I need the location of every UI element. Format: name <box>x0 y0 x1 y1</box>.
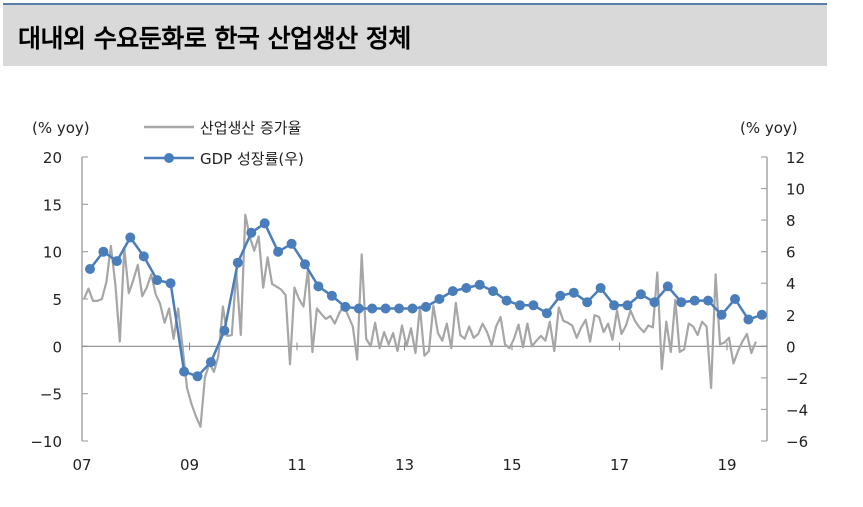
gdp-data-point <box>488 286 499 297</box>
x-axis-tick-label: 07 <box>72 456 91 474</box>
left-axis-tick-label: 10 <box>43 244 62 262</box>
gdp-data-point <box>313 281 324 292</box>
gdp-data-point <box>609 300 620 311</box>
x-axis-tick-label: 19 <box>717 456 736 474</box>
right-axis-tick-label: 0 <box>786 338 796 356</box>
left-axis-tick-label: 5 <box>52 291 62 309</box>
gdp-data-point <box>192 371 203 382</box>
gdp-data-point <box>420 301 431 312</box>
gdp-data-point <box>568 287 579 298</box>
gdp-data-point <box>461 283 472 293</box>
gdp-growth-series <box>85 218 767 382</box>
gdp-data-point <box>85 264 95 274</box>
legend-label-gdp: GDP 성장률(우) <box>200 150 304 168</box>
gdp-data-point <box>662 281 673 292</box>
gdp-data-point <box>138 251 149 262</box>
gdp-data-point <box>756 309 767 320</box>
left-axis-tick-label: 15 <box>43 196 62 214</box>
gdp-data-point <box>259 218 270 229</box>
industrial-production-line <box>82 213 757 428</box>
chart-title-bar: 대내외 수요둔화로 한국 산업생산 정체 <box>3 3 827 66</box>
gdp-data-point <box>689 295 700 306</box>
chart-title: 대내외 수요둔화로 한국 산업생산 정체 <box>18 24 411 53</box>
gdp-data-point <box>125 232 136 243</box>
legend-label-industrial-production: 산업생산 증가율 <box>200 119 301 137</box>
left-axis-tick-label: −10 <box>30 433 62 451</box>
gdp-data-point <box>219 325 230 336</box>
gdp-data-point <box>555 290 566 301</box>
gdp-data-point <box>205 357 216 368</box>
gdp-data-point <box>367 303 378 314</box>
left-axis-tick-label: −5 <box>40 386 62 404</box>
right-axis-tick-label: 10 <box>786 181 805 199</box>
gdp-data-point <box>501 295 512 306</box>
gdp-data-point <box>286 238 297 249</box>
right-axis-tick-label: 4 <box>786 275 796 293</box>
gdp-data-point <box>98 246 109 257</box>
gdp-data-point <box>300 259 310 270</box>
gdp-data-point <box>152 275 163 286</box>
right-axis-tick-label: −2 <box>786 370 808 388</box>
x-axis-tick-label: 13 <box>395 456 414 474</box>
gdp-data-point <box>730 294 740 304</box>
right-axis-tick-label: −4 <box>786 401 808 419</box>
gdp-data-point <box>515 300 525 311</box>
left-axis-tick-label: 20 <box>43 149 62 167</box>
gdp-data-point <box>407 303 418 314</box>
gdp-data-point <box>595 283 606 293</box>
gdp-data-point <box>246 227 257 238</box>
x-axis-tick-label: 17 <box>610 456 629 474</box>
gdp-data-point <box>232 257 243 268</box>
gdp-data-point <box>353 303 364 314</box>
gdp-data-point <box>582 297 593 308</box>
left-axis-unit: (% yoy) <box>32 119 90 137</box>
gdp-data-point <box>474 279 485 290</box>
gdp-data-point <box>716 309 727 320</box>
gdp-data-point <box>447 286 458 297</box>
legend: 산업생산 증가율 GDP 성장률(우) <box>144 119 304 168</box>
right-axis-tick-label: −6 <box>786 433 808 451</box>
right-axis-tick-label: 12 <box>786 149 805 167</box>
gdp-data-point <box>165 278 176 289</box>
gdp-data-point <box>649 297 660 308</box>
gdp-data-point <box>528 300 539 311</box>
gdp-data-point <box>676 297 687 308</box>
legend-marker-gdp-icon <box>164 153 174 163</box>
gdp-data-point <box>340 301 351 312</box>
gdp-data-point <box>273 246 284 257</box>
gdp-data-point <box>434 294 445 304</box>
right-axis-unit: (% yoy) <box>740 119 798 137</box>
x-axis-tick-label: 15 <box>502 456 521 474</box>
gdp-data-point <box>179 366 190 377</box>
x-axis-tick-label: 09 <box>180 456 199 474</box>
gdp-data-point <box>635 289 646 300</box>
gdp-data-point <box>703 295 714 306</box>
x-axis-tick-label: 11 <box>287 456 306 474</box>
gdp-data-point <box>111 256 122 267</box>
gdp-data-point <box>541 308 552 319</box>
gdp-data-point <box>622 300 633 311</box>
right-axis-tick-label: 8 <box>786 212 796 230</box>
right-axis-tick-label: 2 <box>786 307 796 325</box>
right-axis-tick-label: 6 <box>786 244 796 262</box>
left-axis-tick-label: 0 <box>52 338 62 356</box>
gdp-data-point <box>380 303 391 314</box>
industrial-production-series <box>82 213 757 428</box>
gdp-data-point <box>394 303 405 314</box>
gdp-data-point <box>743 314 754 325</box>
gdp-data-point <box>326 290 337 301</box>
